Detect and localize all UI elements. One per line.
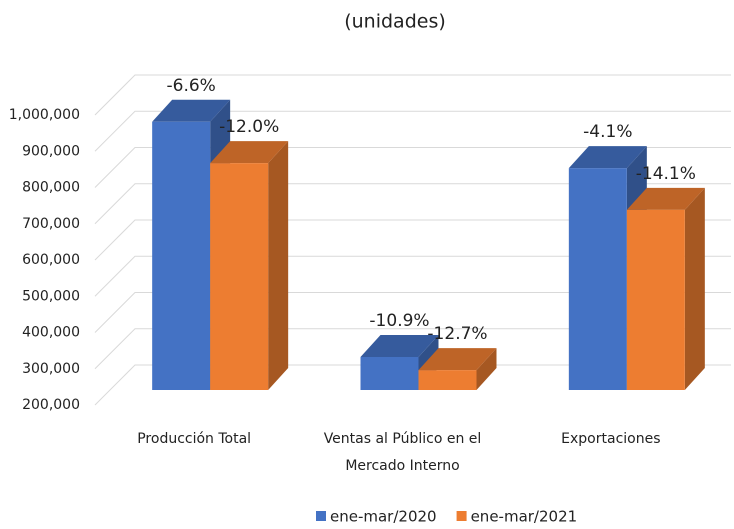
y-tick-label: 400,000 [22,325,80,341]
grid-line [94,255,731,297]
bar-side [268,141,289,390]
x-tick-label: Ventas al Público en el Mercado Interno [323,431,482,474]
bar-side [476,348,497,390]
data-label: -4.1% [583,122,632,142]
bar-top [152,99,231,122]
data-label: -6.6% [167,76,216,96]
grid-line [94,110,731,152]
grid-line [94,147,731,188]
bar-top [418,348,497,371]
legend-swatch [456,511,467,521]
x-tick-label: Producción Total [137,431,252,447]
data-label: -12.0% [219,117,279,137]
grid-line [94,292,731,333]
bar [418,348,497,390]
legend-swatch [316,511,326,521]
bar [210,141,289,390]
bar-front [210,163,269,390]
y-tick-label: 900,000 [22,143,80,159]
grid-line [94,219,731,261]
chart-subtitle: (unidades) [344,11,446,33]
y-tick-label: 200,000 [22,397,80,413]
y-tick-label: 300,000 [22,361,80,377]
bar-front [418,370,477,390]
grid-line [94,364,731,406]
grid-line [94,328,731,370]
bar-top [210,141,289,164]
x-tick-label: Exportaciones [561,431,661,447]
grid-line [94,183,731,225]
y-tick-label: 1,000,000 [9,107,80,123]
bar-top [568,146,647,169]
y-tick-label: 800,000 [22,180,80,196]
bar-top [626,187,705,210]
bar-front [360,357,419,390]
bar [626,187,705,390]
bar-front [568,168,627,390]
bar-top [360,335,439,358]
grid-line [94,74,731,116]
y-tick-label: 500,000 [22,288,80,304]
bar-front [626,209,685,390]
legend-label: ene-mar/2021 [471,508,578,526]
data-label: -14.1% [636,164,696,184]
y-tick-label: 600,000 [22,252,80,268]
legend-label: ene-mar/2020 [330,508,437,526]
data-label: -12.7% [427,324,487,344]
y-tick-label: 700,000 [22,216,80,232]
bar-side [684,187,705,390]
bar-front [152,121,211,390]
data-label: -10.9% [369,311,429,331]
